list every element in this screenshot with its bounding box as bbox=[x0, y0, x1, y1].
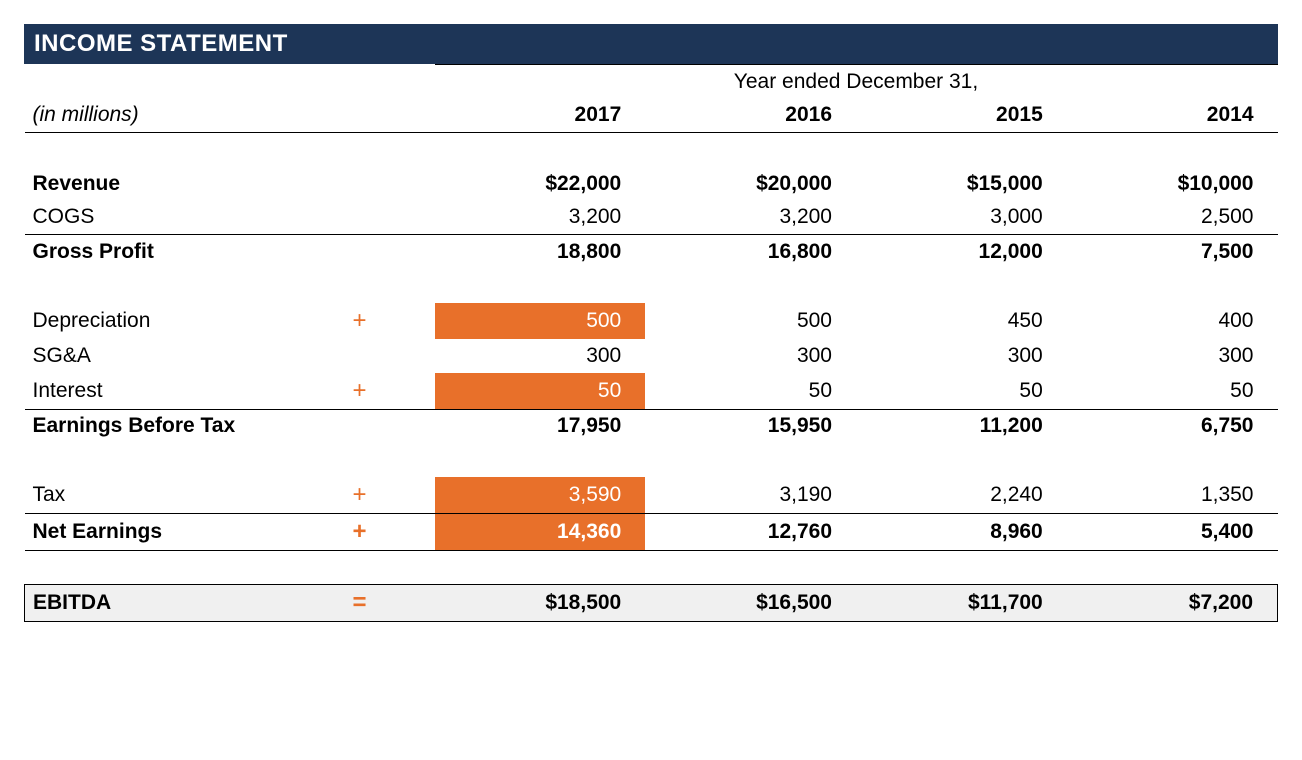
title-text: INCOME STATEMENT bbox=[34, 30, 288, 57]
cell-ebt-2016: 15,950 bbox=[645, 409, 856, 443]
op-interest: + bbox=[325, 373, 395, 410]
cell-cogs-2014: 2,500 bbox=[1067, 201, 1278, 235]
cell-cogs-2017: 3,200 bbox=[435, 201, 646, 235]
cell-net-earnings-2016: 12,760 bbox=[645, 514, 856, 551]
cell-sga-2015: 300 bbox=[856, 339, 1067, 373]
label-ebitda: EBITDA bbox=[25, 585, 325, 622]
row-net-earnings: Net Earnings + 14,360 12,760 8,960 5,400 bbox=[25, 514, 1278, 551]
cell-ebt-2014: 6,750 bbox=[1067, 409, 1278, 443]
cell-sga-2014: 300 bbox=[1067, 339, 1278, 373]
cell-depreciation-2015: 450 bbox=[856, 303, 1067, 339]
row-cogs: COGS 3,200 3,200 3,000 2,500 bbox=[25, 201, 1278, 235]
cell-tax-2014: 1,350 bbox=[1067, 477, 1278, 514]
year-col-2014: 2014 bbox=[1067, 99, 1278, 133]
period-label: Year ended December 31, bbox=[435, 65, 1278, 99]
cell-cogs-2016: 3,200 bbox=[645, 201, 856, 235]
label-depreciation: Depreciation bbox=[25, 303, 325, 339]
cell-tax-2015: 2,240 bbox=[856, 477, 1067, 514]
cell-sga-2017: 300 bbox=[435, 339, 646, 373]
cell-ebt-2015: 11,200 bbox=[856, 409, 1067, 443]
cell-depreciation-2017: 500 bbox=[435, 303, 646, 339]
cell-sga-2016: 300 bbox=[645, 339, 856, 373]
cell-net-earnings-2015: 8,960 bbox=[856, 514, 1067, 551]
year-col-2015: 2015 bbox=[856, 99, 1067, 133]
period-header-row: Year ended December 31, bbox=[25, 65, 1278, 99]
label-revenue: Revenue bbox=[25, 167, 325, 201]
row-interest: Interest + 50 50 50 50 bbox=[25, 373, 1278, 410]
label-net-earnings: Net Earnings bbox=[25, 514, 325, 551]
cell-depreciation-2016: 500 bbox=[645, 303, 856, 339]
cell-gross-profit-2014: 7,500 bbox=[1067, 235, 1278, 269]
op-net-earnings: + bbox=[325, 514, 395, 551]
year-col-2017: 2017 bbox=[435, 99, 646, 133]
cell-interest-2017: 50 bbox=[435, 373, 646, 410]
units-label: (in millions) bbox=[25, 99, 325, 133]
row-sga: SG&A 300 300 300 300 bbox=[25, 339, 1278, 373]
op-depreciation: + bbox=[325, 303, 395, 339]
income-statement: INCOME STATEMENT Year ended December 31,… bbox=[24, 24, 1278, 622]
label-ebt: Earnings Before Tax bbox=[25, 409, 325, 443]
cell-net-earnings-2014: 5,400 bbox=[1067, 514, 1278, 551]
cell-cogs-2015: 3,000 bbox=[856, 201, 1067, 235]
label-tax: Tax bbox=[25, 477, 325, 514]
cell-ebt-2017: 17,950 bbox=[435, 409, 646, 443]
title-bar: INCOME STATEMENT bbox=[24, 24, 1278, 64]
row-ebitda: EBITDA = $18,500 $16,500 $11,700 $7,200 bbox=[25, 585, 1278, 622]
cell-ebitda-2015: $11,700 bbox=[856, 585, 1067, 622]
cell-tax-2017: 3,590 bbox=[435, 477, 646, 514]
row-tax: Tax + 3,590 3,190 2,240 1,350 bbox=[25, 477, 1278, 514]
cell-gross-profit-2017: 18,800 bbox=[435, 235, 646, 269]
cell-gross-profit-2016: 16,800 bbox=[645, 235, 856, 269]
cell-revenue-2015: $15,000 bbox=[856, 167, 1067, 201]
year-header-row: (in millions) 2017 2016 2015 2014 bbox=[25, 99, 1278, 133]
cell-ebitda-2017: $18,500 bbox=[435, 585, 646, 622]
op-ebitda: = bbox=[325, 585, 395, 622]
cell-revenue-2016: $20,000 bbox=[645, 167, 856, 201]
year-col-2016: 2016 bbox=[645, 99, 856, 133]
row-revenue: Revenue $22,000 $20,000 $15,000 $10,000 bbox=[25, 167, 1278, 201]
cell-net-earnings-2017: 14,360 bbox=[435, 514, 646, 551]
cell-revenue-2017: $22,000 bbox=[435, 167, 646, 201]
income-statement-table: Year ended December 31, (in millions) 20… bbox=[24, 64, 1278, 622]
cell-tax-2016: 3,190 bbox=[645, 477, 856, 514]
label-sga: SG&A bbox=[25, 339, 325, 373]
op-tax: + bbox=[325, 477, 395, 514]
row-ebt: Earnings Before Tax 17,950 15,950 11,200… bbox=[25, 409, 1278, 443]
cell-revenue-2014: $10,000 bbox=[1067, 167, 1278, 201]
row-depreciation: Depreciation + 500 500 450 400 bbox=[25, 303, 1278, 339]
cell-interest-2014: 50 bbox=[1067, 373, 1278, 410]
label-gross-profit: Gross Profit bbox=[25, 235, 325, 269]
cell-ebitda-2014: $7,200 bbox=[1067, 585, 1278, 622]
row-gross-profit: Gross Profit 18,800 16,800 12,000 7,500 bbox=[25, 235, 1278, 269]
label-cogs: COGS bbox=[25, 201, 325, 235]
cell-interest-2016: 50 bbox=[645, 373, 856, 410]
cell-gross-profit-2015: 12,000 bbox=[856, 235, 1067, 269]
cell-depreciation-2014: 400 bbox=[1067, 303, 1278, 339]
cell-ebitda-2016: $16,500 bbox=[645, 585, 856, 622]
label-interest: Interest bbox=[25, 373, 325, 410]
cell-interest-2015: 50 bbox=[856, 373, 1067, 410]
